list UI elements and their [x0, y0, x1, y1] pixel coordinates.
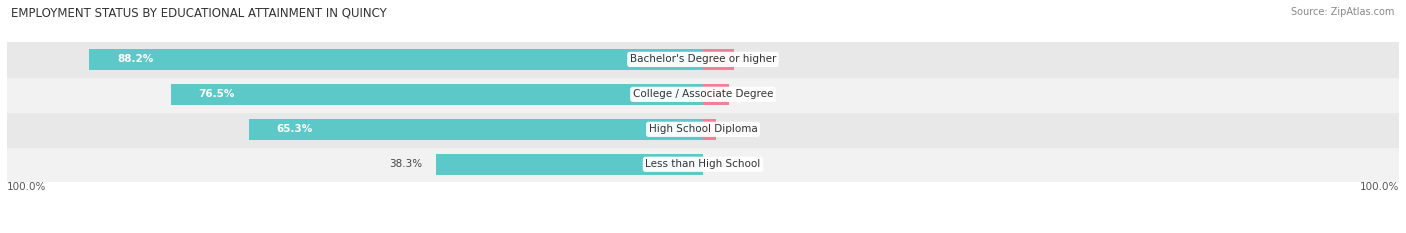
Bar [703, 119, 716, 140]
Text: 100.0%: 100.0% [7, 182, 46, 192]
Bar [7, 112, 1399, 147]
Text: Bachelor's Degree or higher: Bachelor's Degree or higher [630, 55, 776, 64]
Text: 65.3%: 65.3% [277, 124, 312, 134]
Bar [703, 84, 728, 105]
Text: High School Diploma: High School Diploma [648, 124, 758, 134]
Bar [436, 154, 703, 175]
Text: 88.2%: 88.2% [117, 55, 153, 64]
Text: 38.3%: 38.3% [389, 159, 423, 169]
Text: Less than High School: Less than High School [645, 159, 761, 169]
Text: 0.0%: 0.0% [717, 159, 744, 169]
Text: College / Associate Degree: College / Associate Degree [633, 89, 773, 99]
Bar [249, 119, 703, 140]
Text: Source: ZipAtlas.com: Source: ZipAtlas.com [1291, 7, 1395, 17]
Text: 100.0%: 100.0% [1360, 182, 1399, 192]
Bar [7, 42, 1399, 77]
Bar [170, 84, 703, 105]
Bar [703, 49, 734, 70]
Bar [89, 49, 703, 70]
Text: 1.9%: 1.9% [730, 124, 756, 134]
Text: 4.4%: 4.4% [748, 55, 775, 64]
Bar [7, 147, 1399, 182]
Text: 76.5%: 76.5% [198, 89, 235, 99]
Bar [7, 77, 1399, 112]
Text: EMPLOYMENT STATUS BY EDUCATIONAL ATTAINMENT IN QUINCY: EMPLOYMENT STATUS BY EDUCATIONAL ATTAINM… [11, 7, 387, 20]
Text: 3.7%: 3.7% [742, 89, 769, 99]
